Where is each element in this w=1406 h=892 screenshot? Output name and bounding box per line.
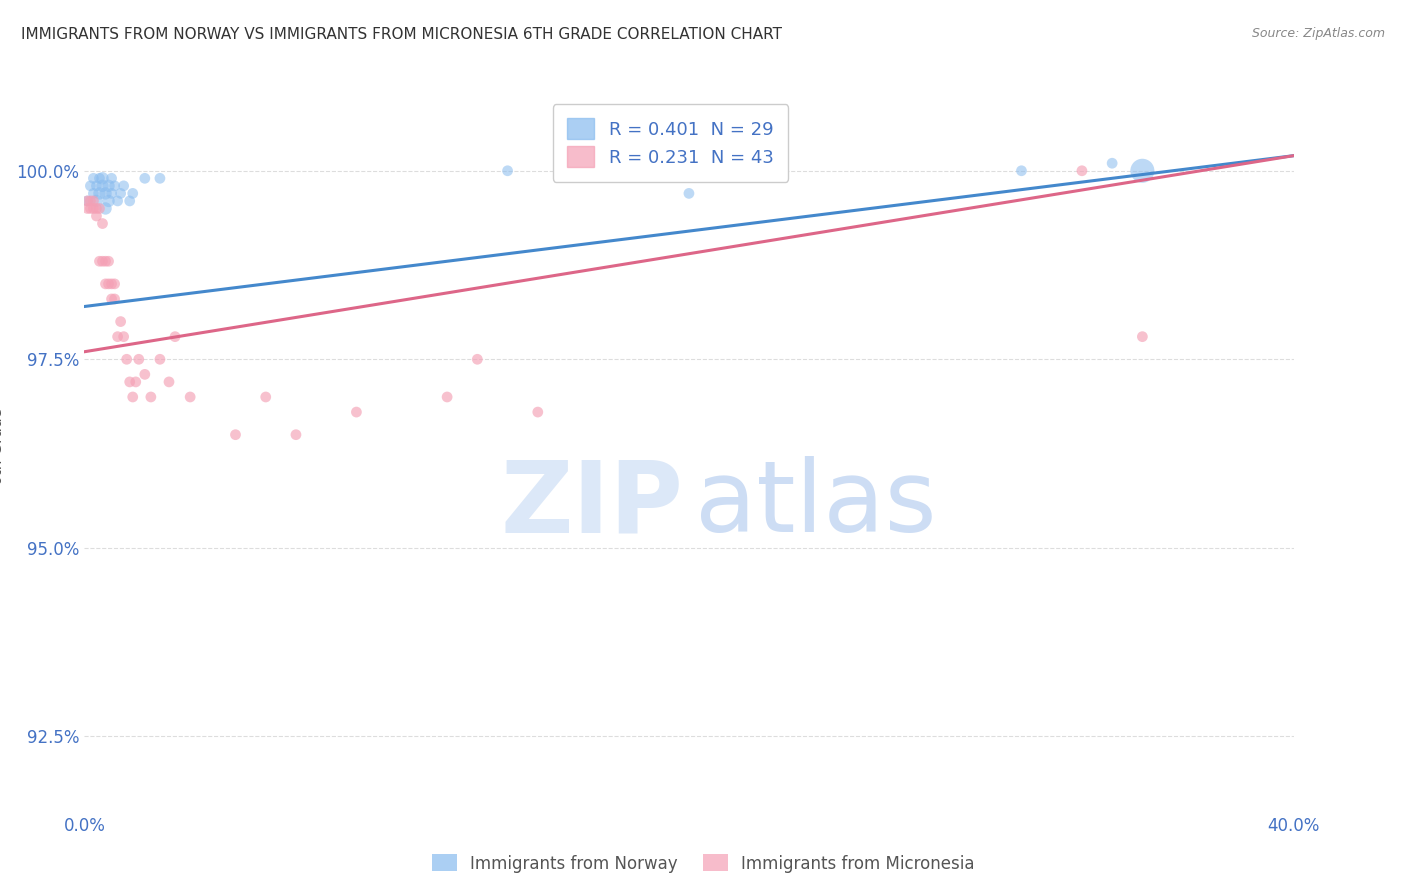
Point [179, 390, 201, 404]
Point [128, 352, 150, 367]
Point [97, 277, 120, 291]
Point [100, 186, 122, 201]
Point [91, 217, 114, 231]
Point [76, 202, 98, 216]
Point [89, 186, 111, 201]
Legend: R = 0.401  N = 29, R = 0.231  N = 43: R = 0.401 N = 29, R = 0.231 N = 43 [553, 104, 789, 182]
Legend: Immigrants from Norway, Immigrants from Micronesia: Immigrants from Norway, Immigrants from … [425, 847, 981, 880]
Point [467, 352, 489, 367]
Text: ZIP: ZIP [501, 456, 683, 553]
Point [89, 254, 111, 268]
Point [82, 202, 104, 216]
Point [97, 254, 120, 268]
Point [91, 171, 114, 186]
Point [1130, 163, 1153, 178]
Point [82, 194, 104, 208]
Point [121, 390, 143, 404]
Point [139, 390, 162, 404]
Point [149, 352, 172, 367]
Point [89, 171, 111, 186]
Point [1101, 156, 1123, 170]
Point [76, 194, 98, 208]
Point [86, 178, 108, 193]
Point [254, 390, 277, 404]
Point [86, 194, 108, 208]
Point [100, 292, 122, 306]
Point [110, 315, 132, 329]
Point [112, 178, 135, 193]
Point [134, 368, 156, 382]
Point [79, 202, 101, 216]
Point [1071, 163, 1094, 178]
Point [97, 178, 120, 193]
Point [91, 178, 114, 193]
Point [76, 194, 98, 208]
Point [436, 390, 458, 404]
Point [82, 171, 104, 186]
Point [157, 375, 180, 389]
Point [110, 186, 132, 201]
Text: Source: ZipAtlas.com: Source: ZipAtlas.com [1251, 27, 1385, 40]
Point [125, 375, 148, 389]
Point [94, 186, 117, 201]
Point [94, 277, 117, 291]
Point [118, 375, 141, 389]
Point [678, 186, 700, 201]
Point [107, 194, 129, 208]
Point [94, 202, 117, 216]
Point [496, 163, 519, 178]
Point [285, 427, 308, 442]
Point [100, 277, 122, 291]
Point [225, 427, 247, 442]
Point [118, 194, 141, 208]
Point [107, 329, 129, 343]
Point [165, 329, 187, 343]
Point [91, 254, 114, 268]
Point [97, 194, 120, 208]
Point [134, 171, 156, 186]
Point [79, 194, 101, 208]
Point [121, 186, 143, 201]
Y-axis label: 6th Grade: 6th Grade [0, 408, 6, 484]
Point [1130, 329, 1153, 343]
Point [89, 202, 111, 216]
Point [112, 329, 135, 343]
Point [104, 292, 127, 306]
Point [86, 209, 108, 223]
Point [1011, 163, 1033, 178]
Text: IMMIGRANTS FROM NORWAY VS IMMIGRANTS FROM MICRONESIA 6TH GRADE CORRELATION CHART: IMMIGRANTS FROM NORWAY VS IMMIGRANTS FRO… [21, 27, 782, 42]
Point [82, 186, 104, 201]
Point [346, 405, 368, 419]
Point [86, 202, 108, 216]
Point [527, 405, 550, 419]
Text: atlas: atlas [695, 456, 936, 553]
Point [149, 171, 172, 186]
Point [104, 277, 127, 291]
Point [100, 171, 122, 186]
Point [94, 254, 117, 268]
Point [79, 178, 101, 193]
Point [115, 352, 138, 367]
Point [104, 178, 127, 193]
